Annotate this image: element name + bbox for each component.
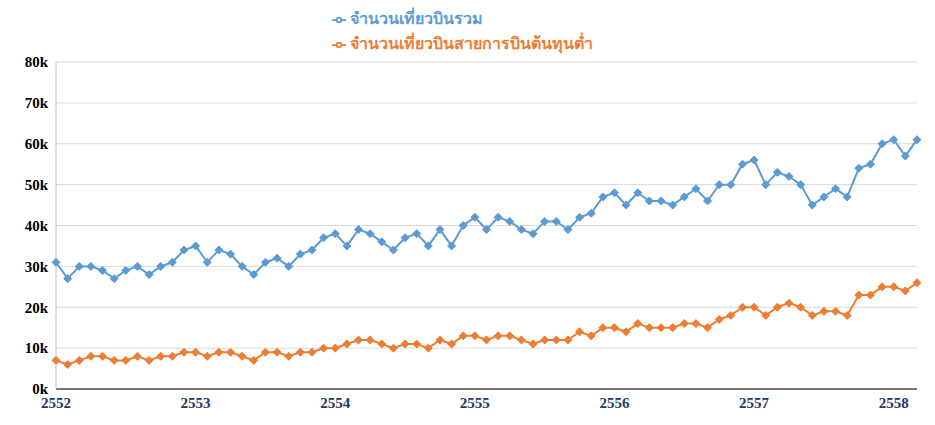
svg-text:70k: 70k — [25, 95, 49, 111]
html-text:จำนวนเที่ยวบินสายการบินต้นทุนต: จำนวนเที่ยวบินสายการบินต้นทุนต่ำ — [350, 35, 593, 52]
svg-text:10k: 10k — [25, 340, 49, 356]
svg-text:30k: 30k — [25, 259, 49, 275]
svg-text:50k: 50k — [25, 177, 49, 193]
svg-text:80k: 80k — [25, 54, 49, 70]
svg-text:2552: 2552 — [41, 394, 71, 411]
svg-text:20k: 20k — [25, 300, 49, 316]
svg-text:2554: 2554 — [320, 395, 351, 411]
svg-text:2553: 2553 — [181, 395, 211, 411]
svg-text:60k: 60k — [25, 136, 49, 152]
svg-text:40k: 40k — [25, 218, 49, 234]
svg-text:2556: 2556 — [599, 395, 630, 411]
svg-text:2557: 2557 — [739, 395, 770, 411]
html-text:จำนวนเที่ยวบินรวม: จำนวนเที่ยวบินรวม — [350, 10, 483, 27]
svg-text:0k: 0k — [32, 381, 49, 397]
svg-text:2558: 2558 — [879, 395, 909, 411]
svg-text:2555: 2555 — [460, 395, 490, 411]
